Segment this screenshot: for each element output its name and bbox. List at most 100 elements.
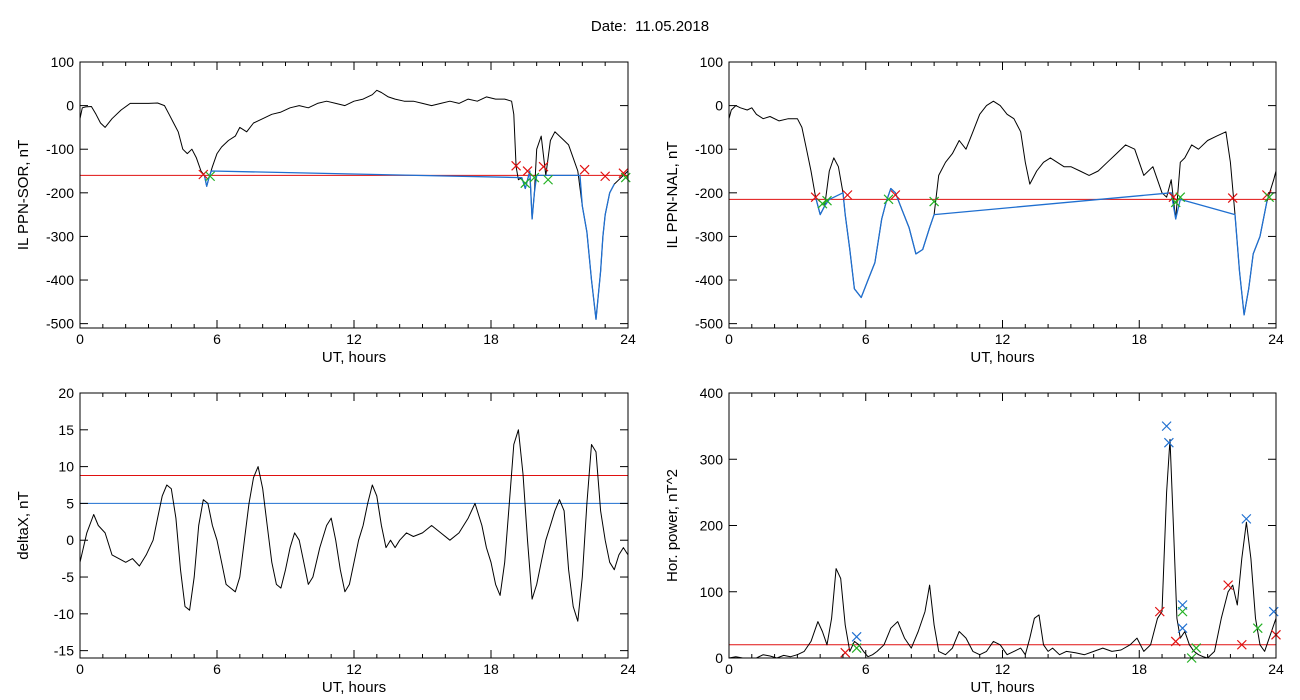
y-tick-label: 300 <box>700 451 724 467</box>
marker-red-0-stroke-b <box>198 169 209 180</box>
x-tick-label: 0 <box>76 661 84 677</box>
y-tick-label: -5 <box>62 569 75 585</box>
y-tick-label: -200 <box>46 185 74 201</box>
series-line-main <box>729 438 1276 658</box>
y-tick-label: 100 <box>700 584 724 600</box>
x-axis-title: UT, hours <box>322 349 386 366</box>
panel-deltax: 0 6 12 18 24 20 15 10 5 0 -5 -10 -15 UT, hours deltaX,… <box>15 385 636 696</box>
y-tick-label: 15 <box>58 422 74 438</box>
y-tick-label: -100 <box>46 141 74 157</box>
y-tick-label: 400 <box>700 385 724 401</box>
series-line-highlight <box>814 187 1268 316</box>
marker-red-3 <box>1223 580 1234 591</box>
marker-red-4-stroke-b <box>579 164 590 175</box>
y-tick-label: -200 <box>695 185 723 201</box>
x-tick-label: 12 <box>995 331 1011 347</box>
marker-red-3-stroke-b <box>538 161 549 172</box>
marker-red-2-stroke-b <box>522 166 533 176</box>
date-label: Date: <box>590 18 627 35</box>
marker-red-2-stroke-b <box>1170 636 1181 647</box>
marker-red-6-stroke-b <box>618 168 629 179</box>
marker-green-2 <box>883 194 894 205</box>
y-axis-title: IL PPN-SOR, nT <box>15 140 32 250</box>
marker-blue-2-stroke-b <box>1163 437 1174 448</box>
x-tick-label: 6 <box>862 331 870 347</box>
y-tick-label: 0 <box>715 98 723 114</box>
marker-red-4 <box>1236 639 1247 650</box>
y-tick-label: -300 <box>46 228 74 244</box>
date-title: Date: 11.05.2018 <box>0 18 1300 35</box>
x-tick-label: 6 <box>213 331 221 347</box>
x-axis-title: UT, hours <box>970 679 1034 696</box>
marker-green-4-stroke-b <box>1252 623 1263 634</box>
x-tick-label: 12 <box>346 331 362 347</box>
marker-blue-5 <box>1241 513 1252 524</box>
marker-green-3-stroke-b <box>543 174 554 185</box>
marker-blue-4 <box>1177 623 1188 634</box>
y-tick-label: -300 <box>695 228 723 244</box>
plot-frame <box>728 392 1277 659</box>
x-tick-label: 12 <box>995 661 1011 677</box>
x-tick-label: 0 <box>725 331 733 347</box>
marker-red-2 <box>890 190 901 200</box>
marker-green-3 <box>543 174 554 185</box>
marker-blue-4-stroke-b <box>1177 623 1188 634</box>
panel-hor-power: 0 6 12 18 24 400 300 200 100 0 UT, hours Hor. power… <box>664 385 1284 696</box>
marker-red-0-stroke-b <box>810 192 821 203</box>
marker-green-1-stroke-b <box>822 195 832 206</box>
x-tick-label: 0 <box>725 661 733 677</box>
marker-red-5-stroke-b <box>600 171 611 182</box>
y-tick-label: -500 <box>695 316 723 332</box>
series-line-main <box>80 429 628 622</box>
x-tick-label: 18 <box>483 331 499 347</box>
y-tick-label: -10 <box>54 606 74 622</box>
y-tick-label: 10 <box>58 459 74 475</box>
x-tick-label: 24 <box>620 331 636 347</box>
marker-blue-0-stroke-b <box>851 631 862 642</box>
marker-green-2-stroke-b <box>529 172 540 183</box>
marker-green-5-stroke-b <box>1175 192 1186 203</box>
series-line-main <box>80 89 628 320</box>
y-tick-label: -400 <box>46 272 74 288</box>
marker-red-1 <box>842 190 853 200</box>
x-tick-label: 18 <box>1131 331 1147 347</box>
x-tick-label: 6 <box>213 661 221 677</box>
marker-red-4-stroke-b <box>1227 193 1238 203</box>
marker-red-2 <box>1170 636 1181 647</box>
x-axis-title: UT, hours <box>322 679 386 696</box>
x-tick-label: 18 <box>483 661 499 677</box>
marker-red-1-stroke-b <box>842 190 853 200</box>
marker-green-2-stroke-b <box>883 194 894 205</box>
series-line-main <box>729 100 1276 316</box>
marker-green-6-stroke-b <box>1264 192 1275 203</box>
marker-green-6 <box>1264 192 1275 203</box>
marker-red-1-stroke-b <box>1154 606 1165 617</box>
marker-blue-0 <box>851 631 862 642</box>
date-value: 11.05.2018 <box>635 18 710 35</box>
marker-green-0 <box>851 643 862 653</box>
marker-green-1 <box>822 195 832 206</box>
marker-red-0-stroke-b <box>840 647 851 658</box>
marker-green-4-stroke-b <box>620 172 631 183</box>
y-tick-label: -15 <box>54 643 74 659</box>
marker-green-3 <box>1191 643 1202 653</box>
y-tick-label: 0 <box>66 98 74 114</box>
x-axis-title: UT, hours <box>970 349 1034 366</box>
marker-blue-6 <box>1268 606 1279 617</box>
y-tick-label: 100 <box>700 54 724 70</box>
y-tick-label: -400 <box>695 272 723 288</box>
y-axis-title: IL PPN-NAL, nT <box>664 142 681 249</box>
marker-green-0-stroke-b <box>851 643 862 653</box>
marker-red-4 <box>1227 193 1238 203</box>
series-line-highlight <box>203 170 615 320</box>
marker-red-4-stroke-b <box>1236 639 1247 650</box>
marker-green-3 <box>929 196 940 207</box>
marker-green-4 <box>620 172 631 183</box>
y-tick-label: 0 <box>66 532 74 548</box>
marker-blue-6-stroke-b <box>1268 606 1279 617</box>
marker-blue-1-stroke-b <box>1161 421 1172 432</box>
x-tick-label: 6 <box>862 661 870 677</box>
marker-green-0 <box>817 198 828 209</box>
y-axis-title: Hor. power, nT^2 <box>664 469 681 582</box>
